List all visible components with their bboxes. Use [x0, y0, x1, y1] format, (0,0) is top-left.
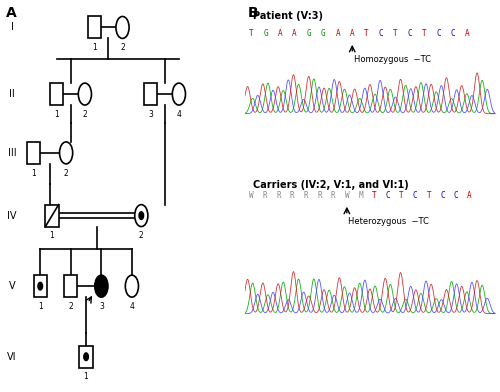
- Text: C: C: [413, 191, 418, 200]
- Text: T: T: [422, 29, 426, 38]
- Text: Patient (V:3): Patient (V:3): [252, 11, 322, 21]
- Text: T: T: [364, 29, 369, 38]
- Text: G: G: [306, 29, 312, 38]
- Text: 2: 2: [120, 43, 125, 52]
- Circle shape: [139, 212, 143, 220]
- Text: Homozygous  −TC: Homozygous −TC: [354, 56, 430, 64]
- Text: 1: 1: [92, 43, 96, 52]
- Circle shape: [95, 275, 108, 297]
- Text: R: R: [331, 191, 336, 200]
- Text: T: T: [399, 191, 404, 200]
- Text: R: R: [290, 191, 294, 200]
- Text: 2: 2: [139, 231, 143, 240]
- Text: Carriers (IV:2, V:1, and VI:1): Carriers (IV:2, V:1, and VI:1): [252, 180, 408, 190]
- Text: VI: VI: [8, 352, 17, 362]
- Text: 1: 1: [31, 169, 36, 178]
- Text: I: I: [10, 22, 14, 33]
- Text: 1: 1: [54, 110, 59, 119]
- Text: W: W: [249, 191, 254, 200]
- Text: C: C: [451, 29, 456, 38]
- Text: A: A: [6, 6, 17, 20]
- Text: R: R: [262, 191, 268, 200]
- Text: A: A: [278, 29, 282, 38]
- Text: C: C: [378, 29, 384, 38]
- Text: B: B: [248, 6, 258, 20]
- Bar: [88, 16, 101, 38]
- Text: C: C: [408, 29, 412, 38]
- Text: C: C: [386, 191, 390, 200]
- Circle shape: [126, 275, 138, 297]
- Text: A: A: [336, 29, 340, 38]
- Text: V: V: [8, 281, 16, 291]
- Text: 2: 2: [82, 110, 87, 119]
- Bar: [144, 83, 158, 105]
- Text: T: T: [393, 29, 398, 38]
- Circle shape: [84, 353, 88, 361]
- Text: G: G: [264, 29, 268, 38]
- Text: W: W: [344, 191, 349, 200]
- Bar: [80, 346, 92, 368]
- Text: 3: 3: [148, 110, 153, 119]
- Text: 1: 1: [38, 302, 42, 311]
- Circle shape: [60, 142, 72, 164]
- Text: C: C: [436, 29, 441, 38]
- Text: Heterozygous  −TC: Heterozygous −TC: [348, 218, 429, 226]
- Text: 4: 4: [130, 302, 134, 311]
- Bar: [64, 275, 78, 297]
- Text: C: C: [454, 191, 458, 200]
- Circle shape: [78, 83, 92, 105]
- Circle shape: [172, 83, 186, 105]
- Text: M: M: [358, 191, 363, 200]
- Bar: [46, 205, 59, 227]
- Text: R: R: [304, 191, 308, 200]
- Text: A: A: [465, 29, 470, 38]
- Text: IV: IV: [8, 211, 17, 221]
- Bar: [26, 142, 40, 164]
- Text: 3: 3: [99, 302, 104, 311]
- Text: R: R: [318, 191, 322, 200]
- Text: T: T: [249, 29, 254, 38]
- Text: A: A: [468, 191, 472, 200]
- Text: T: T: [372, 191, 376, 200]
- Text: 1: 1: [50, 231, 54, 240]
- Text: A: A: [350, 29, 354, 38]
- Text: A: A: [292, 29, 297, 38]
- Text: 2: 2: [64, 169, 68, 178]
- Text: R: R: [276, 191, 281, 200]
- Circle shape: [38, 282, 42, 290]
- Text: 1: 1: [84, 372, 88, 381]
- Circle shape: [134, 205, 148, 227]
- Text: 2: 2: [68, 302, 73, 311]
- Text: II: II: [9, 89, 15, 99]
- Text: 4: 4: [176, 110, 182, 119]
- Text: G: G: [321, 29, 326, 38]
- Bar: [50, 83, 64, 105]
- Text: III: III: [8, 148, 16, 158]
- Circle shape: [116, 16, 129, 38]
- Text: C: C: [440, 191, 444, 200]
- Bar: [34, 275, 47, 297]
- Text: T: T: [426, 191, 431, 200]
